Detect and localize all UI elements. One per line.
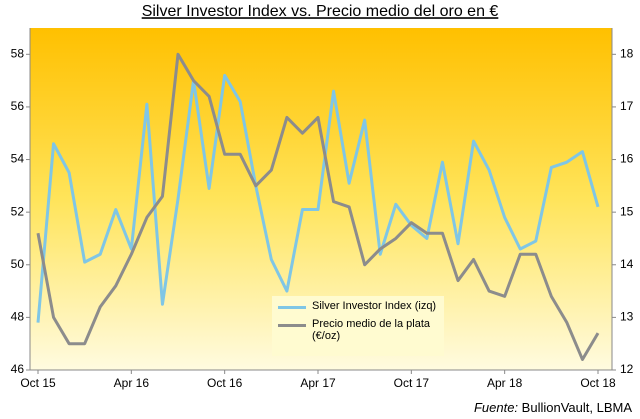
y-tick-label: 48 (11, 310, 25, 324)
x-tick-label: Apr 17 (300, 376, 336, 390)
y2-tick-label: 17 (620, 99, 634, 113)
x-tick-label: Apr 18 (487, 376, 523, 390)
y2-tick-label: 14 (620, 257, 634, 271)
legend-swatch (278, 306, 306, 309)
legend-swatch (278, 324, 306, 327)
x-tick-label: Oct 15 (20, 376, 56, 390)
y2-tick-label: 16 (620, 152, 634, 166)
series-line (36, 73, 600, 323)
y-tick-label: 46 (11, 362, 25, 376)
x-tick-label: Apr 16 (114, 376, 150, 390)
y2-tick-label: 18 (620, 46, 634, 60)
y2-tick-label: 12 (620, 362, 634, 376)
source-label: Fuente: (473, 400, 519, 415)
source: Fuente: BullionVault, LBMA (474, 400, 632, 415)
legend-item: Silver Investor Index (izq) (278, 300, 438, 312)
y-tick-label: 56 (11, 99, 25, 113)
y-tick-label: 50 (11, 257, 25, 271)
y-tick-label: 52 (11, 204, 25, 218)
legend: Silver Investor Index (izq) Precio medio … (272, 296, 444, 356)
legend-item: Precio medio de la plata (€/oz) (278, 318, 438, 342)
x-tick-label: Oct 17 (394, 376, 430, 390)
legend-label: Silver Investor Index (izq) (312, 300, 437, 312)
y2-tick-label: 13 (620, 310, 634, 324)
y-tick-label: 54 (11, 152, 25, 166)
chart-title: Silver Investor Index vs. Precio medio d… (142, 3, 499, 20)
x-tick-label: Oct 16 (207, 376, 243, 390)
y-tick-label: 58 (11, 46, 25, 60)
x-tick-label: Oct 18 (580, 376, 616, 390)
y2-tick-label: 15 (620, 204, 634, 218)
legend-label: Precio medio de la plata (€/oz) (312, 318, 431, 342)
source-text: BullionVault, LBMA (521, 400, 632, 415)
series-line (36, 52, 600, 361)
